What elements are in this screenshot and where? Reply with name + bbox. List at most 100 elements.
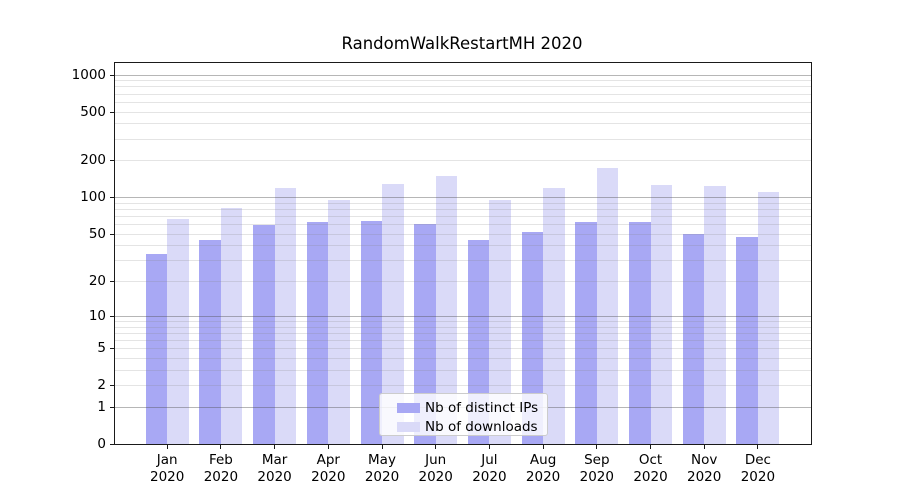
x-tick	[327, 445, 329, 449]
y-tick-label: 50	[88, 225, 106, 242]
gridline-minor	[115, 93, 811, 95]
x-tick-year: 2020	[418, 469, 453, 485]
legend-label-distinct-ips: Nb of distinct IPs	[425, 399, 539, 416]
bar-distinct-ips-dec	[736, 237, 758, 444]
gridline-major	[115, 315, 811, 317]
y-tick	[110, 406, 114, 408]
gridline-minor	[115, 339, 811, 341]
chart-title: RandomWalkRestartMH 2020	[341, 34, 583, 53]
y-tick	[110, 74, 114, 76]
gridline-minor	[115, 385, 811, 387]
x-tick-label: May 2020	[354, 452, 410, 486]
y-tick	[110, 315, 114, 317]
gridline-minor	[115, 216, 811, 217]
bar-distinct-ips-oct	[629, 222, 651, 444]
x-tick	[274, 445, 276, 449]
x-tick	[435, 445, 437, 449]
y-tick-label: 20	[88, 273, 106, 290]
y-tick	[110, 385, 114, 387]
y-tick	[110, 197, 114, 199]
y-tick	[110, 444, 114, 445]
x-tick-label: Jun 2020	[408, 452, 464, 486]
bar-downloads-nov	[704, 185, 726, 444]
y-tick	[110, 281, 114, 283]
x-tick-year: 2020	[579, 469, 614, 485]
bar-downloads-oct	[650, 184, 672, 444]
gridline-minor	[115, 123, 811, 125]
y-tick	[110, 111, 114, 113]
x-tick	[596, 445, 598, 449]
legend-swatch-distinct-ips	[397, 402, 420, 413]
x-tick-year: 2020	[364, 469, 400, 485]
gridline-minor	[115, 245, 811, 247]
bar-distinct-ips-nov	[682, 233, 705, 444]
gridline-minor	[115, 202, 811, 204]
plot-area: 0 1 2 5 10 20 50 100 200 500 1000 Jan 2020 Feb 2020 Mar…	[72, 62, 812, 485]
legend-item-downloads: Nb of downloads	[397, 417, 543, 436]
x-tick-label: Feb 2020	[193, 452, 249, 486]
gridline-minor	[115, 348, 811, 350]
x-tick	[488, 445, 490, 449]
bar-downloads-jan	[167, 219, 189, 444]
bar-downloads-jun	[435, 175, 458, 444]
bar-downloads-jul	[489, 200, 511, 444]
bar-distinct-ips-jun	[414, 224, 436, 444]
bar-distinct-ips-feb	[199, 240, 221, 444]
x-tick	[650, 445, 651, 449]
x-tick-year: 2020	[687, 469, 722, 485]
gridline-minor	[115, 138, 811, 140]
bar-downloads-aug	[543, 188, 565, 444]
x-tick	[542, 445, 544, 449]
gridline-major	[115, 74, 811, 76]
x-tick	[381, 445, 383, 449]
x-tick-year: 2020	[472, 469, 507, 485]
x-tick-label: Nov 2020	[676, 452, 732, 486]
y-tick-label: 10	[88, 307, 106, 324]
bar-downloads-mar	[274, 188, 297, 444]
x-tick-label: Jul 2020	[461, 452, 517, 486]
gridline-minor	[115, 233, 811, 235]
x-tick-label: Mar 2020	[247, 452, 303, 486]
bar-downloads-apr	[328, 199, 350, 444]
gridline-major	[115, 197, 811, 199]
x-tick-label: Dec 2020	[730, 452, 786, 486]
y-tick-label: 100	[80, 189, 106, 206]
legend-item-distinct-ips: Nb of distinct IPs	[397, 398, 543, 417]
x-tick-year: 2020	[203, 469, 239, 485]
x-tick-year: 2020	[257, 469, 292, 485]
gridline-minor	[115, 320, 811, 322]
legend: Nb of distinct IPs Nb of downloads	[379, 393, 548, 436]
bar-distinct-ips-may	[360, 220, 382, 444]
bar-distinct-ips-sep	[575, 222, 597, 444]
x-tick-year: 2020	[740, 469, 776, 485]
legend-swatch-downloads	[397, 421, 420, 432]
gridline-minor	[115, 209, 811, 210]
y-tick-label: 1000	[71, 66, 106, 83]
gridline-minor	[115, 160, 811, 162]
gridline-minor	[115, 357, 811, 359]
x-tick	[757, 445, 759, 449]
gridline-minor	[115, 332, 811, 334]
y-tick-label: 2	[97, 377, 106, 394]
y-tick-label: 1	[97, 398, 106, 415]
gridline-minor	[115, 86, 811, 88]
gridline-minor	[115, 80, 811, 82]
bar-downloads-may	[382, 184, 404, 444]
y-tick-label: 200	[80, 152, 106, 169]
gridline-minor	[115, 326, 811, 328]
bar-downloads-sep	[596, 168, 619, 444]
y-tick-label: 5	[97, 340, 106, 357]
bar-downloads-feb	[220, 208, 243, 444]
x-tick-year: 2020	[525, 469, 561, 485]
x-tick-label: Oct 2020	[623, 452, 679, 486]
x-tick-year: 2020	[311, 469, 346, 485]
y-tick	[110, 160, 114, 162]
x-tick-label: Jan 2020	[139, 452, 195, 486]
y-tick	[110, 348, 114, 350]
y-tick	[110, 233, 114, 235]
x-tick-year: 2020	[150, 469, 185, 485]
x-tick	[703, 445, 705, 449]
bar-distinct-ips-apr	[306, 222, 329, 444]
bar-downloads-dec	[757, 192, 780, 444]
